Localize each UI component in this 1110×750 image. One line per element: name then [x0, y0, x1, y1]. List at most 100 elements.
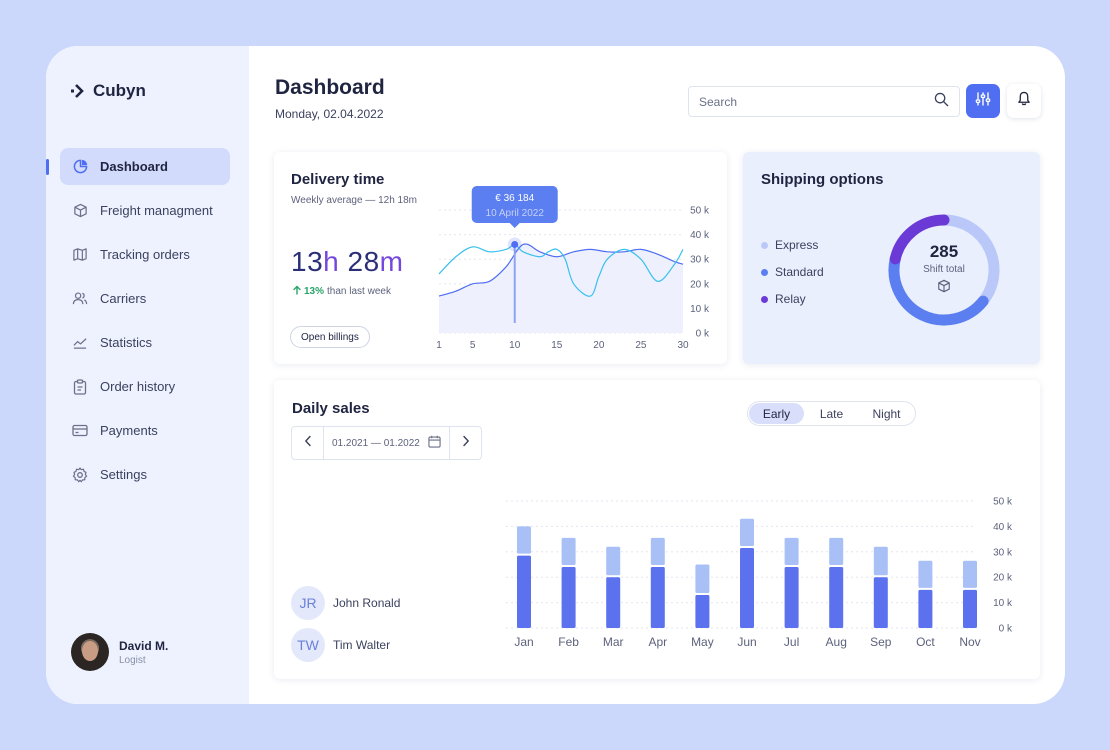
x-tick-label: Aug [826, 635, 847, 649]
tooltip-point [511, 240, 519, 248]
sidebar-item-tracking[interactable]: Tracking orders [60, 236, 230, 273]
legend-item-express: Express [761, 236, 824, 254]
person-item[interactable]: JR John Ronald [291, 586, 400, 620]
bar-segment-light [561, 537, 576, 566]
sidebar-item-label: Dashboard [100, 159, 168, 174]
avatar [71, 633, 109, 671]
delivery-value: 13h 28m [291, 246, 404, 278]
chevron-right-icon [462, 434, 470, 452]
delivery-subtitle: Weekly average — 12h 18m [291, 195, 417, 206]
tab-night[interactable]: Night [872, 406, 901, 421]
prev-range-button[interactable] [292, 427, 323, 459]
x-tick-label: Apr [648, 635, 667, 649]
shipping-donut-chart [888, 214, 1000, 326]
tooltip-value: € 36 184 [495, 193, 534, 204]
donut-slice-relay [889, 214, 950, 265]
tooltip-date: 10 April 2022 [486, 208, 545, 219]
notifications-button[interactable] [1007, 84, 1041, 118]
sidebar-item-carriers[interactable]: Carriers [60, 280, 230, 317]
date-range-value: 01.2021 — 01.2022 [332, 437, 420, 449]
avatar: TW [291, 628, 325, 662]
next-range-button[interactable] [450, 427, 481, 459]
delivery-time-card: Delivery time Weekly average — 12h 18m 1… [274, 152, 727, 364]
bar-segment-dark [606, 577, 621, 628]
x-tick-label: 30 [677, 340, 689, 351]
x-tick-label: May [691, 635, 714, 649]
x-tick-label: 5 [470, 340, 476, 351]
bar-segment-dark [561, 567, 576, 628]
x-tick-label: Jun [737, 635, 756, 649]
sidebar-item-label: Statistics [100, 335, 153, 350]
donut-center: 285 Shift total [886, 212, 1002, 328]
y-tick-label: 50 k [993, 497, 1013, 508]
date-range-picker: 01.2021 — 01.2022 [291, 426, 482, 460]
sidebar-item-statistics[interactable]: Statistics [60, 324, 230, 361]
sidebar-item-order-history[interactable]: Order history [60, 368, 230, 405]
search-input[interactable] [699, 94, 934, 109]
bar-segment-light [784, 537, 799, 566]
bar-segment-light [695, 564, 710, 593]
brand-logo[interactable]: Cubyn [71, 80, 146, 102]
donut-slice-express [938, 214, 1000, 307]
bar-segment-dark [740, 547, 754, 628]
x-tick-label: Sep [870, 635, 892, 649]
y-tick-label: 30 k [993, 547, 1013, 558]
y-tick-label: 50 k [690, 206, 710, 217]
minutes-value: 28 [347, 246, 380, 277]
minutes-unit: m [379, 246, 404, 277]
bar-segment-light [873, 546, 888, 576]
person-name: John Ronald [333, 596, 401, 610]
series-line-0 [438, 243, 684, 297]
open-billings-button[interactable]: Open billings [290, 326, 370, 348]
tooltip-box [471, 186, 558, 223]
daily-sales-card: Daily sales Early Late Night 01.2021 — 0… [274, 380, 1040, 679]
sidebar-item-dashboard[interactable]: Dashboard [46, 148, 230, 185]
user-profile[interactable]: David M. Logist [71, 633, 168, 671]
search-icon[interactable] [934, 92, 949, 112]
tab-early[interactable]: Early [749, 403, 804, 424]
x-tick-label: 1 [436, 340, 442, 351]
y-tick-label: 20 k [993, 573, 1013, 584]
bar-segment-light [517, 526, 531, 554]
shipping-title: Shipping options [761, 171, 884, 188]
search-box [688, 86, 960, 117]
x-tick-label: 15 [551, 340, 563, 351]
shipping-legend: Express Standard Relay [761, 236, 824, 317]
sales-title: Daily sales [292, 400, 370, 417]
sidebar-item-payments[interactable]: Payments [60, 412, 230, 449]
trend-indicator: 13% than last week [293, 285, 391, 298]
tab-late[interactable]: Late [819, 406, 844, 421]
sidebar-nav: Dashboard Freight managment Tracking ord… [46, 148, 230, 500]
package-icon [937, 279, 951, 298]
bar-segment-dark [784, 567, 799, 628]
chevron-left-icon [304, 434, 312, 452]
date-range-field[interactable]: 01.2021 — 01.2022 [323, 427, 450, 459]
sidebar-item-freight[interactable]: Freight managment [60, 192, 230, 229]
user-role: Logist [119, 654, 146, 666]
x-tick-label: Nov [959, 635, 980, 649]
x-tick-label: 10 [509, 340, 521, 351]
credit-card-icon [72, 423, 88, 439]
bar-segment-dark [695, 594, 710, 628]
legend-item-relay: Relay [761, 290, 824, 308]
shift-total-value: 285 [929, 242, 959, 261]
sidebar: Cubyn Dashboard Freight managment [46, 46, 249, 704]
bell-icon [1017, 91, 1031, 111]
trend-percent: 13% [304, 286, 325, 297]
bar-segment-dark [829, 567, 844, 628]
y-tick-label: 20 k [690, 279, 710, 290]
bar-segment-dark [963, 589, 977, 628]
donut-slice-standard [888, 253, 989, 326]
hours-unit: h [323, 246, 340, 277]
y-tick-label: 10 k [993, 598, 1013, 609]
person-item[interactable]: TW Tim Walter [291, 628, 390, 662]
filter-button[interactable] [966, 84, 1000, 118]
avatar: JR [291, 586, 325, 620]
calendar-icon [428, 435, 441, 451]
legend-dot [761, 268, 768, 276]
sidebar-item-settings[interactable]: Settings [60, 456, 230, 493]
bar-segment-light [650, 537, 665, 566]
pie-chart-icon [72, 159, 88, 175]
delivery-line-chart: 0 k10 k20 k30 k40 k50 k1 5 10 15 20 25 30€ 36 … [436, 186, 710, 351]
x-tick-label: Jan [514, 635, 533, 649]
